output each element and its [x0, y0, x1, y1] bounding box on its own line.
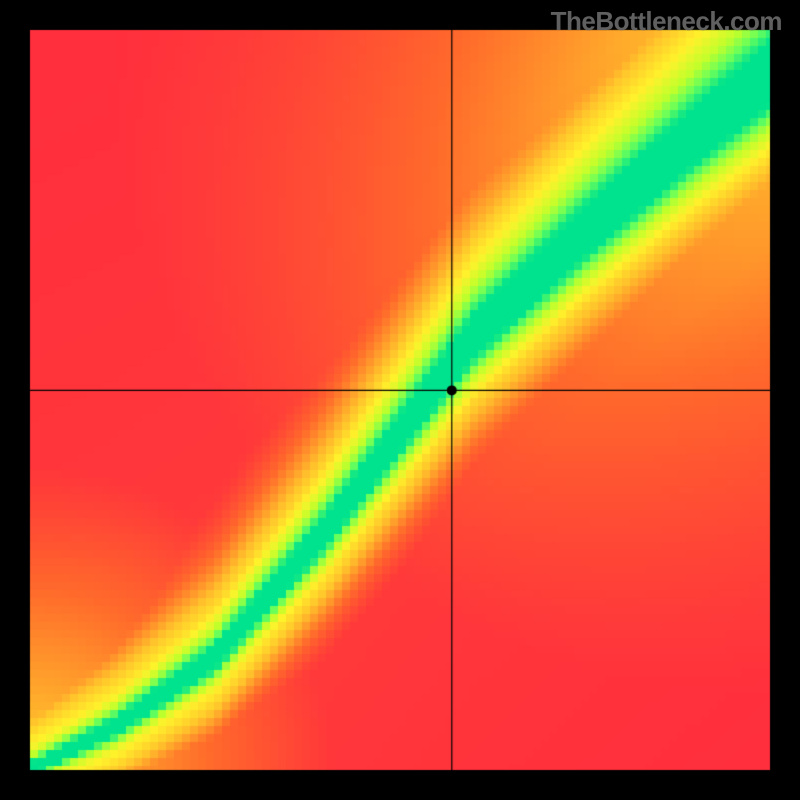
- watermark-text: TheBottleneck.com: [551, 6, 782, 37]
- chart-container: TheBottleneck.com: [0, 0, 800, 800]
- bottleneck-heatmap: [0, 0, 800, 800]
